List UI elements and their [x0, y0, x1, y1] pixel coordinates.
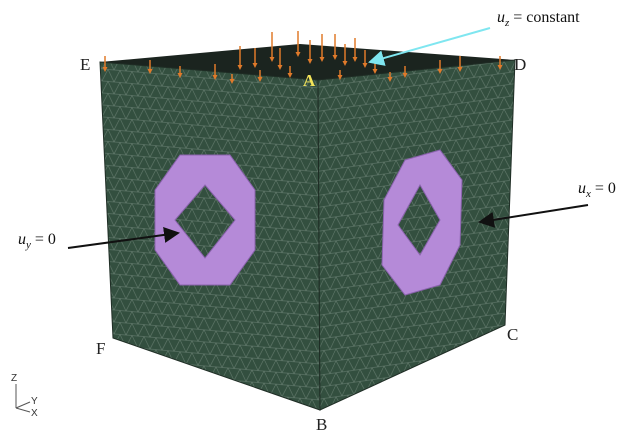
- left-face: [100, 62, 320, 410]
- vertex-label: A: [303, 71, 316, 90]
- axis-triad: Z Y X: [11, 373, 38, 419]
- vertex-label: C: [507, 325, 518, 344]
- text: = constant: [513, 9, 580, 26]
- vertex-label: F: [96, 339, 105, 358]
- vertex-label: D: [514, 55, 526, 74]
- axis-label: Z: [11, 373, 17, 384]
- axis-line: [16, 402, 30, 408]
- text: = 0: [595, 180, 616, 197]
- right-face: [318, 60, 515, 410]
- text: = 0: [35, 231, 56, 248]
- symbol: u: [18, 231, 26, 248]
- annotation: uz= constant: [497, 9, 580, 29]
- figure: E D A F B C uz= constant uy= 0 ux= 0 Z Y…: [0, 0, 640, 433]
- symbol: u: [578, 180, 586, 197]
- annotation: uy = 0: [18, 231, 56, 251]
- axis-label: Y: [31, 396, 38, 407]
- subscript: z: [504, 17, 510, 29]
- axis-line: [16, 408, 30, 412]
- vertex-label: E: [80, 55, 90, 74]
- axis-label: X: [31, 408, 38, 419]
- vertex-label: B: [316, 415, 327, 433]
- annotation: ux = 0: [578, 180, 616, 200]
- subscript: y: [25, 239, 31, 251]
- subscript: x: [585, 188, 591, 200]
- symbol: u: [497, 9, 505, 26]
